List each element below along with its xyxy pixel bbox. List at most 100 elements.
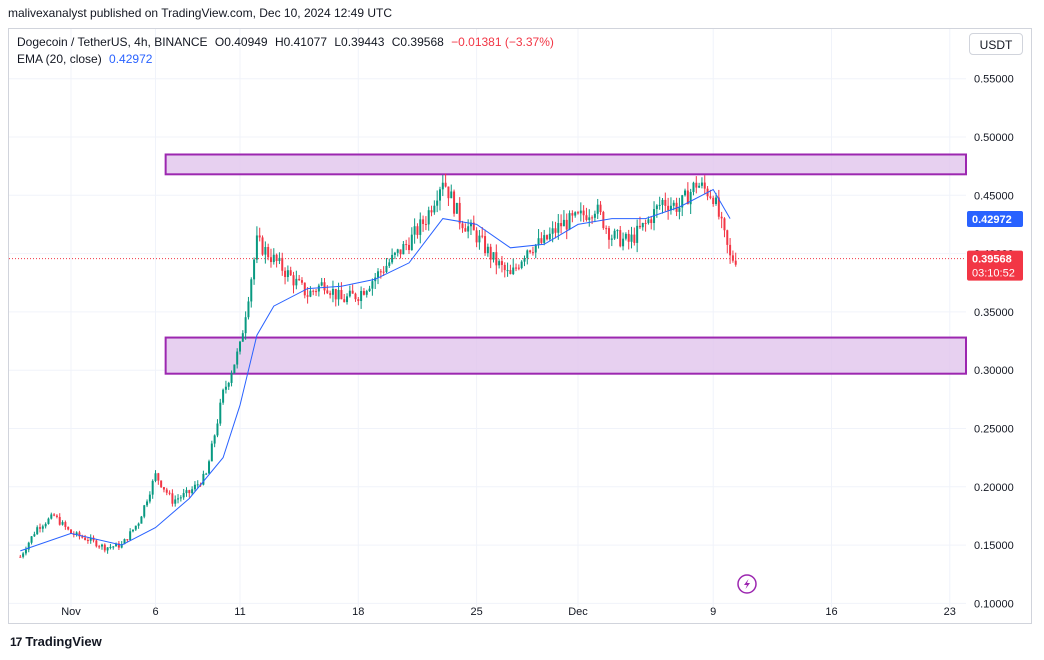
candle-body: [571, 213, 574, 216]
candle-body: [731, 255, 734, 261]
candle-body: [692, 182, 695, 192]
candle-body: [436, 200, 439, 206]
candle-body: [365, 291, 368, 295]
candle-body: [695, 182, 698, 188]
candle-body: [123, 539, 126, 545]
ema-label[interactable]: EMA (20, close): [17, 52, 102, 66]
candle-body: [579, 210, 582, 214]
candle-body: [47, 518, 50, 524]
time-tick-label: 6: [152, 606, 158, 618]
candle-body: [624, 233, 627, 239]
candle-body: [712, 197, 715, 204]
candle-body: [255, 235, 258, 260]
symbol-name[interactable]: Dogecoin / TetherUS, 4h, BINANCE: [17, 35, 208, 49]
candle-body: [298, 278, 301, 281]
candle-body: [312, 290, 315, 292]
candle-body: [103, 544, 106, 551]
candle-body: [464, 228, 467, 232]
price-tick-label: 0.20000: [974, 482, 1014, 494]
candle-body: [461, 223, 464, 229]
last-price-tag-text: 0.39568: [972, 254, 1012, 266]
candle-body: [36, 527, 39, 535]
candle-body: [24, 549, 27, 554]
candle-body: [678, 207, 681, 212]
candle-body: [317, 285, 320, 292]
candle-body: [202, 473, 205, 485]
candle-body: [523, 258, 526, 262]
candle-body: [264, 247, 267, 255]
candle-body: [326, 290, 329, 294]
tradingview-logo[interactable]: 17 TradingView: [10, 634, 102, 649]
price-tick-label: 0.10000: [974, 598, 1014, 610]
candle-body: [650, 219, 653, 224]
candle-body: [498, 261, 501, 266]
candle-body: [391, 254, 394, 263]
candle-body: [489, 246, 492, 260]
candle-body: [667, 205, 670, 211]
candle-body: [675, 202, 678, 212]
candle-body: [30, 536, 33, 543]
candle-body: [210, 443, 213, 462]
chart-frame: [8, 28, 1032, 624]
candle-body: [131, 529, 134, 532]
candle-body: [641, 222, 644, 228]
candle-body: [275, 254, 278, 261]
candle-body: [405, 244, 408, 246]
candle-body: [506, 270, 509, 272]
candle-body: [700, 182, 703, 186]
candle-body: [41, 526, 44, 529]
candle-body: [162, 487, 165, 490]
candle-body: [534, 244, 537, 253]
candle-body: [177, 498, 180, 500]
candle-body: [39, 527, 42, 529]
ema-value: 0.42972: [109, 52, 153, 66]
candle-body: [385, 265, 388, 273]
price-tick-label: 0.55000: [974, 74, 1014, 86]
currency-button[interactable]: USDT: [969, 33, 1023, 55]
candle-body: [357, 299, 360, 302]
candle-body: [354, 293, 357, 300]
candle-body: [182, 493, 185, 498]
candle-body: [244, 317, 247, 334]
candle-body: [300, 280, 303, 283]
candle-body: [672, 202, 675, 206]
candle-body: [368, 288, 371, 292]
candle-body: [565, 219, 568, 230]
candle-body: [286, 270, 289, 277]
candle-body: [734, 260, 737, 265]
candle-body: [112, 546, 115, 548]
open-value: O0.40949: [214, 35, 268, 49]
time-tick-label: 9: [710, 606, 716, 618]
replay-icon[interactable]: [737, 574, 757, 594]
price-chart[interactable]: 0.10000 0.15000 0.20000 0.25000 0.30000 0.350…: [9, 29, 1031, 623]
candle-body: [224, 386, 227, 390]
candle-body: [723, 218, 726, 231]
candle-body: [154, 473, 157, 481]
last-price-tag: [967, 250, 1023, 281]
candle-body: [106, 547, 109, 551]
grid-lines: [9, 29, 966, 607]
candle-body: [109, 546, 112, 548]
candle-body: [715, 197, 718, 204]
candle-body: [517, 267, 520, 269]
low-value: L0.39443: [334, 35, 385, 49]
candle-body: [75, 532, 78, 535]
candle-body: [455, 202, 458, 214]
candle-body: [267, 247, 270, 258]
candle-body: [388, 262, 391, 266]
candle-body: [402, 244, 405, 255]
candle-body: [574, 212, 577, 216]
candle-body: [422, 219, 425, 225]
candle-body: [568, 213, 571, 230]
candle-body: [67, 526, 70, 530]
candle-body: [472, 222, 475, 231]
ema-price-tag-text: 0.42972: [972, 214, 1012, 226]
candle-body: [475, 230, 478, 243]
candle-body: [633, 234, 636, 243]
candle-body: [148, 494, 151, 502]
candle-body: [247, 301, 250, 318]
candle-body: [188, 490, 191, 494]
candle-body: [292, 275, 295, 286]
candle-body: [168, 492, 171, 494]
candle-body: [33, 534, 36, 537]
